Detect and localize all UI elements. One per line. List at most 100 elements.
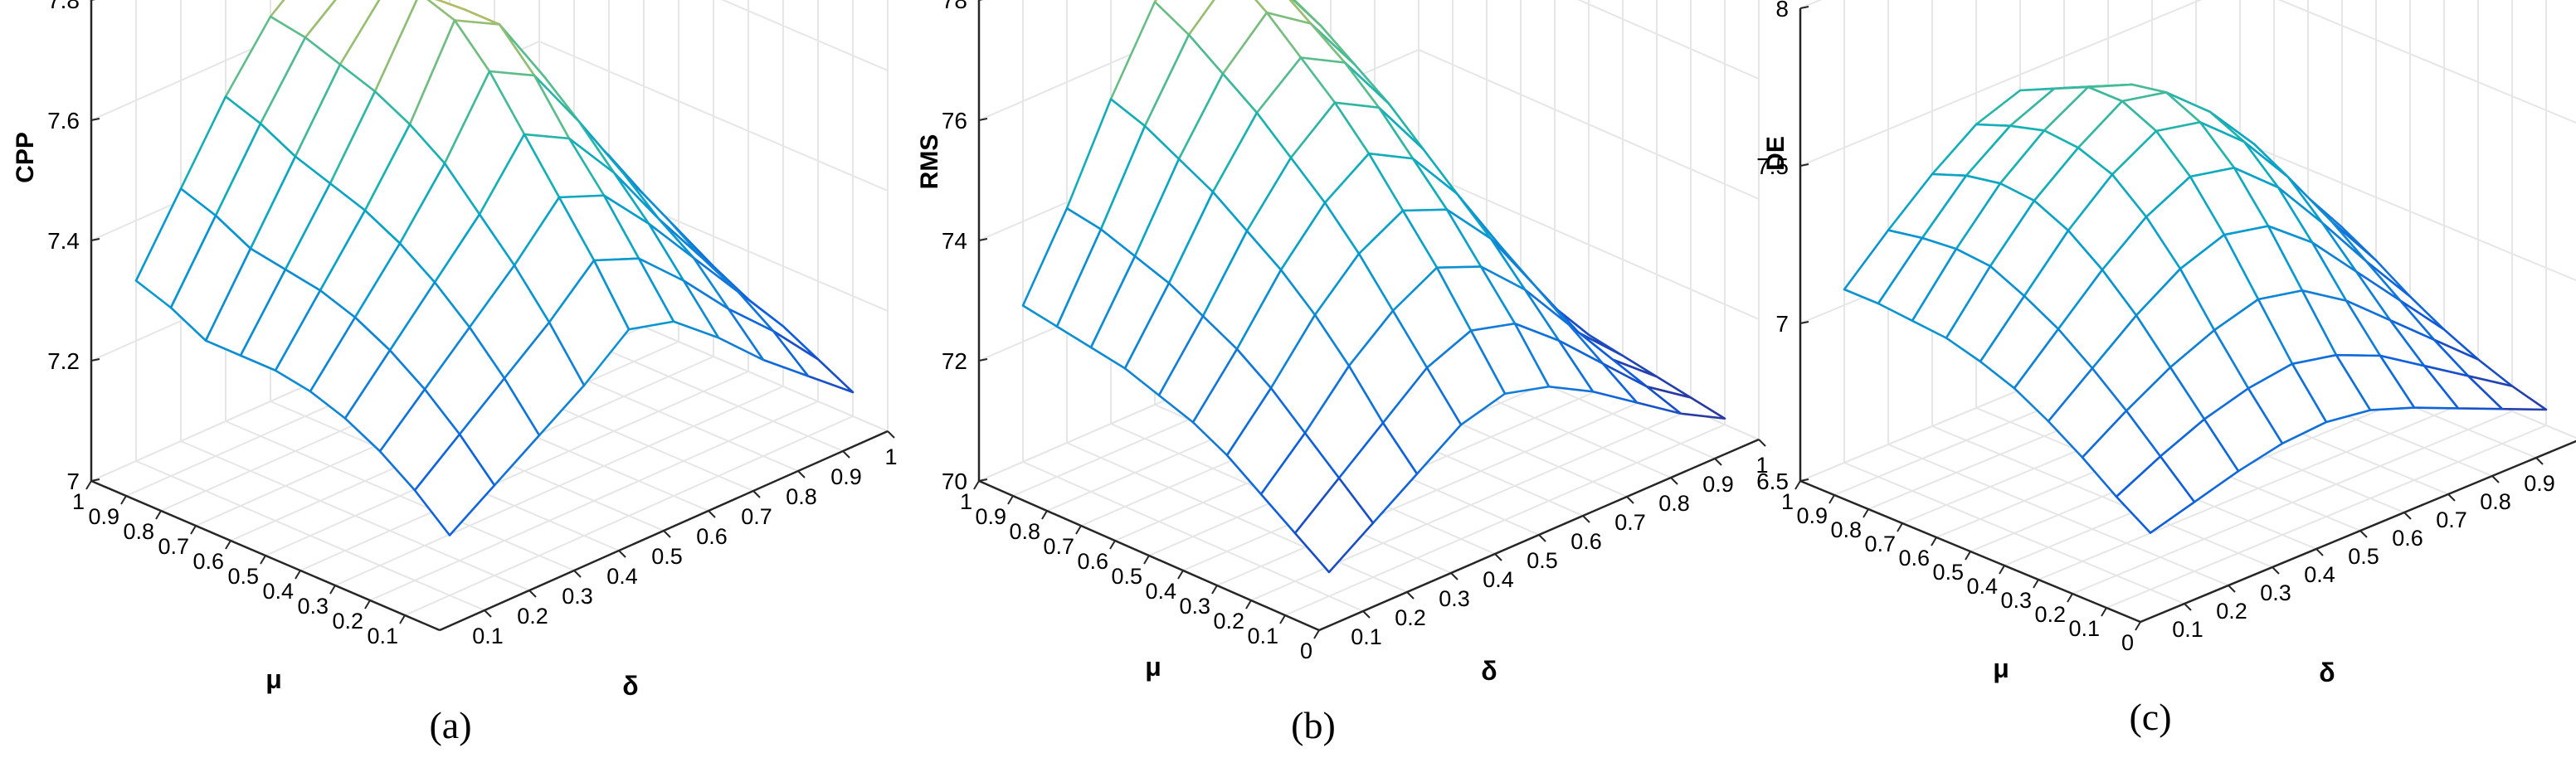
mu-tick-label: 0.4 xyxy=(262,579,294,604)
mu-tick-label: 0.1 xyxy=(367,624,398,648)
delta-tick-label: 0.3 xyxy=(2260,580,2291,605)
mu-tick-mark xyxy=(1897,522,1903,532)
delta-tick-label: 0.5 xyxy=(2348,544,2379,569)
z-tick-mark xyxy=(90,118,100,121)
mu-tick-mark xyxy=(973,480,980,490)
delta-tick-label: 0.4 xyxy=(2304,562,2335,587)
mu-tick-mark xyxy=(2067,593,2073,603)
mu-tick-mark xyxy=(1863,508,1869,518)
mu-tick-label: 0.3 xyxy=(297,594,329,619)
delta-tick-mark xyxy=(1670,477,1678,485)
mu-tick-label: 0.8 xyxy=(123,519,154,544)
z-tick-label: 74 xyxy=(942,228,967,254)
mu-tick-label: 1 xyxy=(72,489,85,514)
mu-axis-title: μ xyxy=(265,664,282,694)
mu-tick-mark xyxy=(85,480,92,490)
z-tick-label: 7.8 xyxy=(47,0,80,13)
mu-tick-label: 0.8 xyxy=(1830,517,1862,542)
delta-tick-mark xyxy=(708,510,716,518)
delta-tick-label: 0.2 xyxy=(517,604,548,629)
mu-tick-mark xyxy=(2101,607,2107,617)
z-tick-label: 7.2 xyxy=(47,348,80,374)
mu-axis-title: μ xyxy=(1145,652,1161,682)
mu-tick-mark xyxy=(260,555,266,565)
mu-tick-mark xyxy=(190,525,197,535)
wall-gridline xyxy=(1799,0,2576,167)
mu-tick-label: 0.5 xyxy=(1932,560,1964,585)
mu-tick-label: 0.3 xyxy=(2000,588,2032,613)
mu-tick-label: 1 xyxy=(1781,489,1794,514)
z-axis-title: RMS xyxy=(916,134,943,190)
mu-tick-label: 0.9 xyxy=(1796,503,1828,528)
delta-tick-label: 0.8 xyxy=(2480,489,2511,514)
z-tick-mark xyxy=(978,238,988,241)
mu-tick-mark xyxy=(1041,510,1048,520)
delta-tick-label: 0.9 xyxy=(1702,472,1734,497)
delta-tick-label: 0.8 xyxy=(786,484,817,509)
delta-tick-label: 0.3 xyxy=(562,584,593,609)
delta-tick-mark xyxy=(1538,534,1546,542)
z-tick-label: 70 xyxy=(942,469,967,494)
delta-tick-mark xyxy=(663,530,671,538)
mu-tick-label: 0.2 xyxy=(332,609,363,634)
z-tick-mark xyxy=(1799,478,1809,482)
z-axis-title: DE xyxy=(1762,136,1790,171)
mu-tick-mark xyxy=(1829,494,1835,504)
mu-tick-label: 0.6 xyxy=(1077,549,1108,574)
mu-tick-mark xyxy=(1075,525,1082,535)
delta-tick-label: 0.6 xyxy=(696,524,728,549)
delta-tick-mark xyxy=(2535,457,2544,465)
delta-tick-mark xyxy=(1362,610,1371,619)
mu-tick-label: 0.7 xyxy=(1864,532,1896,556)
panel-label: (a) xyxy=(429,704,471,746)
mu-tick-mark xyxy=(2033,579,2039,589)
delta-tick-mark xyxy=(618,550,626,558)
z-tick-label: 7.4 xyxy=(47,228,80,254)
chart-panel-b: 707274767800.10.20.30.40.50.60.70.80.910… xyxy=(916,0,1769,746)
delta-tick-label: 0.4 xyxy=(606,564,638,589)
mu-tick-label: 0.7 xyxy=(1043,534,1074,559)
chart-panel-c: 6.577.5800.10.20.30.40.50.60.70.80.910.1… xyxy=(1756,0,2576,738)
delta-tick-label: 0.7 xyxy=(2436,507,2467,532)
mu-tick-label: 0.7 xyxy=(158,534,189,559)
delta-tick-mark xyxy=(842,450,850,459)
mu-tick-mark xyxy=(1931,537,1937,546)
delta-tick-mark xyxy=(2272,566,2280,575)
z-tick-mark xyxy=(90,238,100,241)
z-tick-label: 72 xyxy=(942,348,967,374)
mu-tick-mark xyxy=(1313,629,1320,639)
delta-tick-label: 0.4 xyxy=(1483,567,1514,592)
mu-tick-mark xyxy=(329,585,336,595)
delta-tick-mark xyxy=(1714,458,1722,466)
z-tick-label: 76 xyxy=(942,108,967,134)
surface-cell xyxy=(2115,455,2196,534)
delta-tick-label: 0.2 xyxy=(2216,599,2247,624)
delta-tick-mark xyxy=(887,430,895,439)
mu-tick-mark xyxy=(1143,555,1150,565)
mu-tick-mark xyxy=(155,510,162,520)
wall-gridline xyxy=(90,0,889,121)
z-tick-label: 7 xyxy=(66,469,80,494)
delta-axis-title: δ xyxy=(622,671,638,701)
mu-tick-mark xyxy=(225,540,231,550)
mu-tick-mark xyxy=(1109,540,1116,550)
mu-tick-label: 0.9 xyxy=(975,504,1006,529)
delta-tick-mark xyxy=(1450,572,1458,580)
mu-tick-label: 0.3 xyxy=(1179,594,1210,619)
delta-tick-label: 0.7 xyxy=(1614,510,1646,535)
delta-tick-mark xyxy=(797,470,806,478)
delta-tick-mark xyxy=(2491,475,2500,483)
mu-tick-label: 0.6 xyxy=(1898,546,1930,571)
delta-tick-mark xyxy=(1626,496,1634,504)
z-tick-mark xyxy=(90,358,100,362)
delta-tick-mark xyxy=(2184,603,2192,611)
delta-tick-mark xyxy=(484,609,492,618)
delta-tick-label: 0.1 xyxy=(2172,617,2203,642)
delta-tick-mark xyxy=(2359,530,2368,538)
mu-tick-label: 0 xyxy=(2121,630,2134,655)
mu-tick-mark xyxy=(1007,495,1014,505)
mu-tick-label: 0.2 xyxy=(1213,609,1244,634)
delta-tick-label: 1 xyxy=(884,444,897,469)
mu-tick-label: 0.5 xyxy=(1111,564,1142,589)
